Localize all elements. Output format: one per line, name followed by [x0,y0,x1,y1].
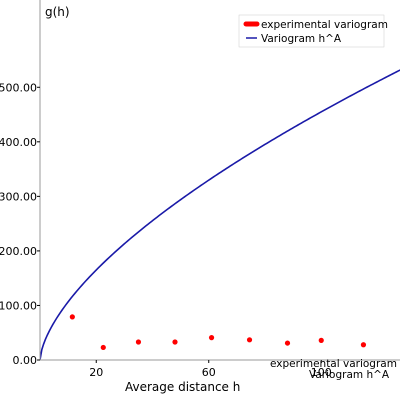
y-axis-label: g(h) [45,5,70,19]
x-tick-label: 100 [311,366,332,379]
experimental-variogram-point [246,337,253,343]
x-tick-label: 20 [89,366,103,379]
overlay-text-variogram: Variogram h^A [309,369,390,381]
x-tick-label: 60 [202,366,216,379]
legend: experimental variogram Variogram h^A [238,14,388,48]
experimental-variogram-point [284,340,291,346]
y-tick-label: 100.00 [0,299,37,312]
x-axis-label: Average distance h [125,380,240,394]
experimental-variogram-point [100,344,106,351]
experimental-variogram-point [360,342,367,348]
experimental-variogram-point [69,314,75,320]
overlay-text-experimental: experimental variogram [270,358,397,370]
y-tick-label: 500.00 [0,81,37,94]
legend-label-variogram: Variogram h^A [261,33,342,45]
y-tick-label: 400.00 [0,136,37,149]
legend-box [238,14,385,48]
y-tick-label: 300.00 [0,190,37,203]
experimental-variogram-point [135,339,142,345]
legend-label-experimental: experimental variogram [261,19,388,31]
experimental-variogram-point [318,337,324,343]
y-tick-label: 0.00 [13,354,38,367]
experimental-variogram-point [172,339,178,345]
variogram-curve [40,69,400,361]
y-tick-label: 200.00 [0,245,37,258]
experimental-variogram-point [208,335,215,341]
